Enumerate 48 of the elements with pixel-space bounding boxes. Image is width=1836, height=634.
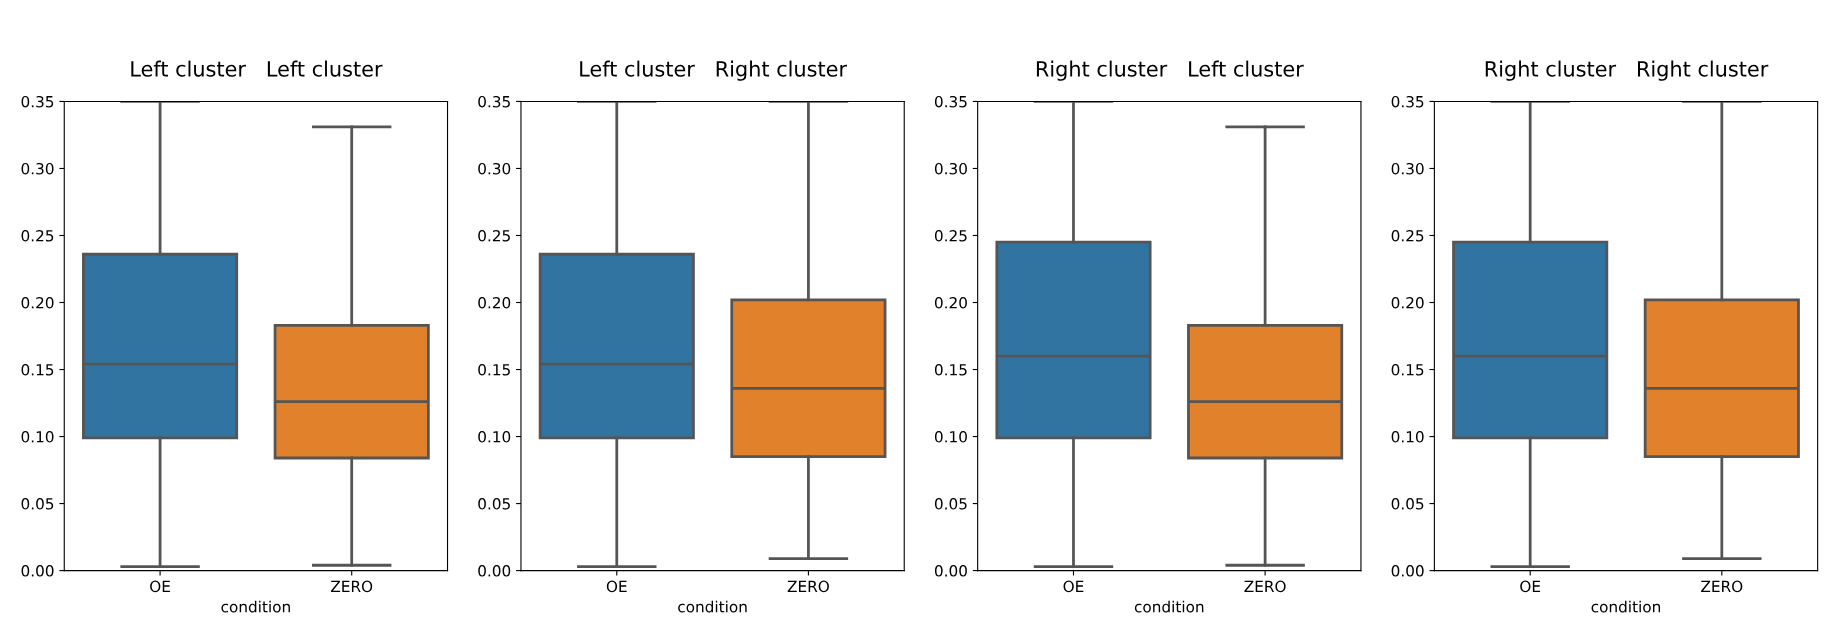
y-tick-label: 0.15	[21, 364, 54, 376]
y-tick-label: 0.30	[934, 162, 967, 175]
chart-title: Left cluster Left cluster	[131, 60, 383, 77]
y-tick-label: 0.05	[21, 498, 54, 510]
y-tick-label: 0.10	[478, 431, 511, 443]
y-tick-label: 0.00	[21, 565, 54, 577]
chart-title: Right cluster Right cluster	[1485, 60, 1769, 81]
y-tick-label: 0.20	[934, 296, 967, 309]
chart-title: Right cluster Left cluster	[1036, 60, 1304, 81]
y-tick-label: 0.10	[21, 431, 54, 443]
y-tick-label: 0.30	[21, 162, 54, 175]
y-tick-label: 0.25	[21, 229, 54, 242]
x-axis-title: condition	[678, 600, 747, 613]
y-tick-label: 0.25	[478, 229, 510, 242]
y-tick-label: 0.20	[21, 296, 54, 309]
y-tick-label: 0.15	[478, 364, 510, 376]
y-tick-label: 0.25	[934, 229, 967, 242]
y-tick-label: 0.15	[1391, 364, 1424, 376]
y-tick-label: 0.10	[1391, 431, 1424, 443]
x-tick-label: ZERO	[331, 580, 373, 593]
y-tick-label: 0.00	[478, 565, 511, 577]
y-tick-label: 0.00	[1391, 565, 1424, 577]
x-axis-title: condition	[1591, 600, 1661, 613]
y-tick-label: 0.05	[1391, 498, 1424, 510]
y-tick-label: 0.25	[1391, 229, 1424, 242]
y-tick-label: 0.00	[934, 565, 967, 577]
x-axis-title: condition	[1134, 600, 1204, 613]
x-tick-label: ZERO	[787, 580, 829, 593]
y-tick-label: 0.30	[478, 162, 511, 175]
y-tick-label: 0.35	[934, 95, 967, 108]
y-tick-label: 0.05	[478, 498, 510, 510]
x-tick-label: OE	[1520, 580, 1541, 593]
x-tick-label: OE	[1063, 580, 1084, 593]
y-tick-label: 0.10	[934, 431, 967, 443]
x-tick-label: ZERO	[1701, 580, 1743, 593]
x-tick-label: OE	[150, 580, 170, 593]
chart-title: Left cluster Right cluster	[580, 60, 848, 81]
y-tick-label: 0.35	[478, 95, 510, 108]
y-tick-label: 0.30	[1391, 162, 1424, 175]
x-tick-label: OE	[606, 580, 627, 593]
x-axis-title: condition	[221, 600, 290, 613]
y-tick-label: 0.35	[21, 95, 54, 108]
y-tick-label: 0.05	[934, 498, 967, 510]
x-tick-label: ZERO	[1244, 580, 1286, 593]
y-tick-label: 0.20	[1391, 296, 1424, 309]
y-tick-label: 0.35	[1391, 95, 1424, 108]
y-tick-label: 0.20	[478, 296, 511, 309]
y-tick-label: 0.15	[934, 364, 967, 376]
